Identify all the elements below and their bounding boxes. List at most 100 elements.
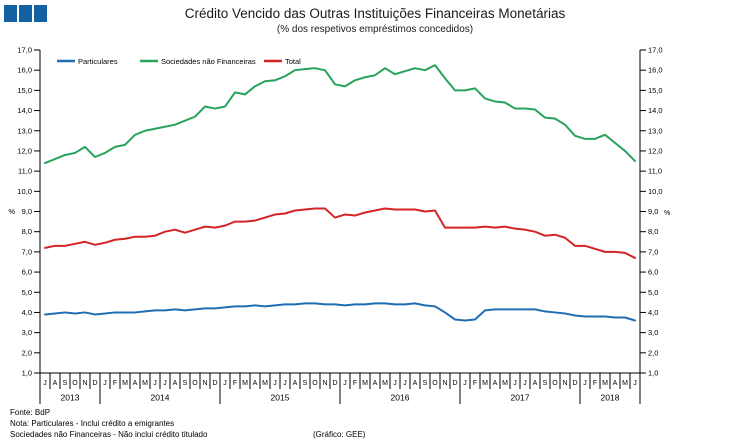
month-tick-label: A [373,380,378,387]
month-tick-label: M [262,380,268,387]
chart-subtitle: (% dos respetivos empréstimos concedidos… [276,24,474,35]
month-tick-label: J [523,380,527,387]
month-tick-label: S [303,380,308,387]
y-tick-label-left: 1,0 [22,369,32,378]
legend-label: Particulares [78,57,118,66]
year-label: 2015 [271,393,290,403]
month-tick-label: F [233,380,237,387]
month-tick-label: J [393,380,397,387]
month-tick-label: A [53,380,58,387]
y-tick-label-left: 14,0 [17,106,32,115]
y-tick-label-left: 13,0 [17,126,32,135]
y-tick-label-left: 16,0 [17,66,32,75]
year-label: 2017 [511,393,530,403]
logo-square-icon [4,5,17,22]
y-tick-label-right: 8,0 [648,227,658,236]
month-tick-label: M [502,380,508,387]
y-tick-label-left: 9,0 [22,207,32,216]
month-tick-label: M [622,380,628,387]
month-tick-label: A [173,380,178,387]
y-tick-label-left: 11,0 [18,167,32,176]
year-label: 2013 [61,393,80,403]
y-tick-label-right: 6,0 [648,268,658,277]
month-tick-label: A [293,380,298,387]
month-tick-label: F [593,380,597,387]
year-label: 2016 [391,393,410,403]
month-tick-label: J [163,380,167,387]
month-tick-label: J [633,380,637,387]
month-tick-label: A [533,380,538,387]
month-tick-label: J [583,380,587,387]
y-tick-label-left: 12,0 [17,146,32,155]
month-tick-label: M [122,380,128,387]
y-tick-label-right: 13,0 [648,126,663,135]
month-tick-label: F [353,380,357,387]
month-tick-label: S [183,380,188,387]
year-label: 2018 [601,393,620,403]
y-tick-label-right: 5,0 [648,288,658,297]
y-tick-label-left: 8,0 [22,227,32,236]
month-tick-label: D [92,380,97,387]
month-tick-label: J [283,380,287,387]
month-tick-label: D [452,380,457,387]
month-tick-label: S [423,380,428,387]
chart-title: Crédito Vencido das Outras Instituições … [184,6,566,21]
month-tick-label: J [343,380,347,387]
y-tick-label-right: 10,0 [648,187,663,196]
series-line-total [44,207,636,259]
footer-note-2: Sociedades não Financeiras - Não inclui … [10,430,208,439]
month-tick-label: J [513,380,517,387]
footer-note-1: Nota: Particulares - Inclui crédito a em… [10,419,175,428]
month-tick-label: O [72,380,78,387]
month-tick-label: N [562,380,567,387]
footer-source: Fonte: BdP [10,408,51,417]
chart-canvas: 1,0 1,0 2,0 2,0 3,0 3,0 4,0 4,0 5,0 5,0 6,0 6,0 7,0 7… [8,46,670,404]
month-tick-label: J [273,380,277,387]
month-tick-label: J [153,380,157,387]
month-tick-label: S [543,380,548,387]
footer-credit: (Gráfico: GEE) [313,430,366,439]
month-tick-label: N [322,380,327,387]
month-tick-label: M [142,380,148,387]
month-tick-label: F [473,380,477,387]
month-tick-label: F [113,380,117,387]
month-tick-label: J [43,380,47,387]
month-tick-label: J [463,380,467,387]
year-label: 2014 [151,393,170,403]
month-tick-label: O [192,380,198,387]
y-axis-unit-left: % [8,207,15,216]
y-tick-label-left: 7,0 [22,247,32,256]
y-tick-label-left: 5,0 [22,288,32,297]
month-tick-label: A [133,380,138,387]
y-tick-label-left: 3,0 [22,328,32,337]
month-tick-label: M [382,380,388,387]
month-tick-label: J [403,380,407,387]
y-tick-label-left: 10,0 [17,187,32,196]
month-tick-label: M [362,380,368,387]
month-tick-label: D [572,380,577,387]
month-tick-label: A [613,380,618,387]
logo-square-icon [34,5,47,22]
y-tick-label-right: 11,0 [648,167,662,176]
month-tick-label: N [442,380,447,387]
month-tick-label: O [552,380,558,387]
month-tick-label: A [413,380,418,387]
legend-label: Total [285,57,301,66]
month-tick-label: A [493,380,498,387]
legend-label: Sociedades não Financeiras [161,57,256,66]
logo-squares [4,5,47,22]
month-tick-label: D [212,380,217,387]
y-tick-label-left: 17,0 [17,46,32,55]
month-tick-label: M [602,380,608,387]
y-tick-label-right: 2,0 [648,348,658,357]
month-tick-label: O [312,380,318,387]
month-tick-label: M [242,380,248,387]
y-tick-label-left: 4,0 [22,308,32,317]
month-tick-label: J [223,380,227,387]
y-tick-label-right: 7,0 [648,247,658,256]
logo-square-icon [19,5,32,22]
y-tick-label-right: 1,0 [648,369,658,378]
month-tick-label: S [63,380,68,387]
y-tick-label-right: 4,0 [648,308,658,317]
